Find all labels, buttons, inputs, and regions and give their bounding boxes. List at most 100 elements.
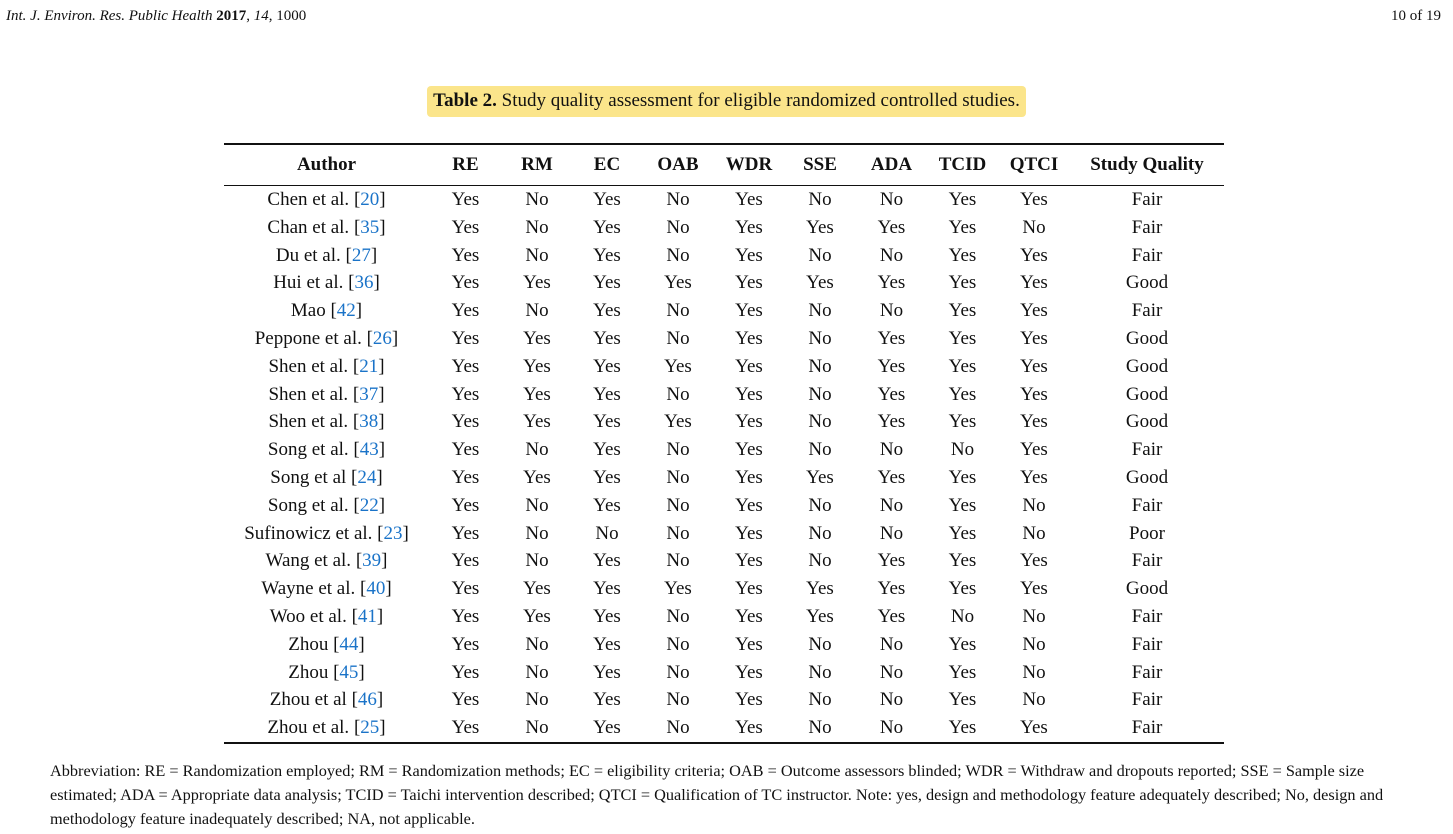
criteria-cell: Yes [451,272,480,294]
criteria-cell: No [950,605,975,627]
author-cell: Shen et al. [21] [268,355,385,377]
study-quality-cell: Good [1125,272,1169,294]
study-quality-cell: Fair [1131,550,1163,572]
criteria-cell: Yes [948,466,977,488]
reference-link[interactable]: 45 [339,661,359,683]
author-name: Peppone et al. [254,327,362,349]
criteria-cell: No [784,714,856,744]
criteria-cell: Yes [593,300,621,322]
criteria-cell: Yes [735,300,763,322]
criteria-cell: No [1022,605,1046,627]
reference-link[interactable]: 35 [360,216,380,238]
criteria-cell: No [666,605,690,627]
reference-link[interactable]: 44 [339,633,359,655]
criteria-cell: Yes [877,216,906,238]
criteria-cell: No [666,494,690,516]
study-quality-cell: Good [1125,383,1169,405]
criteria-cell: No [666,244,690,266]
criteria-cell: Yes [948,578,977,600]
criteria-cell: Yes [877,605,906,627]
column-header: QTCI [998,143,1070,186]
table-row: Wang et al. [39] Yes No Yes No Yes No Yes Yes Yes… [224,547,1224,575]
criteria-cell: Yes [451,355,480,377]
reference-link[interactable]: 40 [366,578,386,600]
author-cell: Wayne et al. [40] [261,578,392,600]
table-caption-label: Table 2. [433,90,497,111]
author-cell: Shen et al. [37] [268,383,385,405]
reference-link[interactable]: 37 [359,383,379,405]
author-cell: Shen et al. [38] [268,411,385,433]
table-caption-wrap: Table 2. Study quality assessment for el… [0,86,1453,117]
column-header: TCID [927,143,998,186]
criteria-cell: Yes [593,189,621,210]
criteria-cell: Yes [451,605,480,627]
criteria-cell: No [808,689,832,711]
reference-link[interactable]: 39 [362,550,382,572]
criteria-cell: No [808,300,832,322]
criteria-cell: No [808,244,832,266]
criteria-cell: Yes [593,411,621,433]
author-cell: Song et al. [43] [267,439,386,461]
reference-link[interactable]: 42 [336,300,356,322]
criteria-cell: No [666,216,690,238]
criteria-cell: Yes [877,466,906,488]
criteria-cell: Yes [877,272,906,294]
criteria-cell: Yes [1020,439,1048,461]
table-row: Woo et al. [41] Yes Yes Yes No Yes Yes Yes No No F… [224,603,1224,631]
study-quality-cell: Fair [1131,689,1163,711]
criteria-cell: Yes [998,714,1070,744]
table-row: Peppone et al. [26] Yes Yes Yes No Yes No Yes Ye… [224,325,1224,353]
reference-link[interactable]: 24 [357,466,377,488]
reference-link[interactable]: 23 [383,522,403,544]
table-row: Shen et al. [37] Yes Yes Yes No Yes No Yes Yes Ye… [224,381,1224,409]
study-quality-cell: Fair [1131,661,1163,683]
author-cell: Hui et al. [36] [273,272,380,294]
criteria-cell: No [808,327,832,349]
reference-link[interactable]: 25 [360,717,380,739]
study-quality-cell: Good [1125,411,1169,433]
author-cell: Peppone et al. [26] [254,327,399,349]
criteria-cell: No [525,661,549,683]
criteria-cell: Yes [451,411,480,433]
column-header: Author [224,143,429,186]
author-cell: Du et al. [27] [275,244,378,266]
reference-link[interactable]: 26 [372,327,392,349]
reference-link[interactable]: 43 [359,439,379,461]
table-row: Mao [42] Yes No Yes No Yes No No Yes Yes Fair [224,297,1224,325]
criteria-cell: Yes [593,272,621,294]
table-row: Zhou et al. [25] Yes No Yes No Yes No No Yes Yes F… [224,714,1224,744]
criteria-cell: No [502,714,572,744]
author-name: Mao [290,300,326,322]
author-name: Zhou et al [269,689,347,711]
criteria-cell: Yes [948,244,977,266]
reference-link[interactable]: 41 [357,605,377,627]
table-row: Shen et al. [21] Yes Yes Yes Yes Yes No Yes Yes Y… [224,353,1224,381]
criteria-cell: No [808,661,832,683]
criteria-cell: No [808,494,832,516]
author-cell: Woo et al. [41] [269,605,384,627]
criteria-cell: Yes [735,272,763,294]
reference-link[interactable]: 22 [359,494,379,516]
author-name: Song et al [270,466,347,488]
reference-link[interactable]: 27 [351,244,371,266]
reference-link[interactable]: 21 [359,355,379,377]
criteria-cell: No [666,189,690,210]
author-cell: Wang et al. [39] [265,550,388,572]
page-number: 10 of 19 [1391,8,1441,24]
author-name: Zhou et al. [267,717,350,739]
reference-link[interactable]: 36 [354,272,374,294]
table-row: Sufinowicz et al. [23] Yes No No No Yes No No Ye… [224,520,1224,548]
criteria-cell: Yes [593,216,621,238]
reference-link[interactable]: 46 [357,689,377,711]
criteria-cell: Yes [451,383,480,405]
criteria-cell: Yes [735,439,763,461]
criteria-cell: Yes [664,355,692,377]
reference-link[interactable]: 38 [359,411,379,433]
criteria-cell: Yes [451,327,480,349]
criteria-cell: Yes [735,216,763,238]
reference-link[interactable]: 20 [360,189,380,210]
author-name: Wayne et al. [261,578,356,600]
study-quality-cell: Fair [1131,605,1163,627]
criteria-cell: Yes [735,578,763,600]
journal-year: 2017 [216,8,247,24]
